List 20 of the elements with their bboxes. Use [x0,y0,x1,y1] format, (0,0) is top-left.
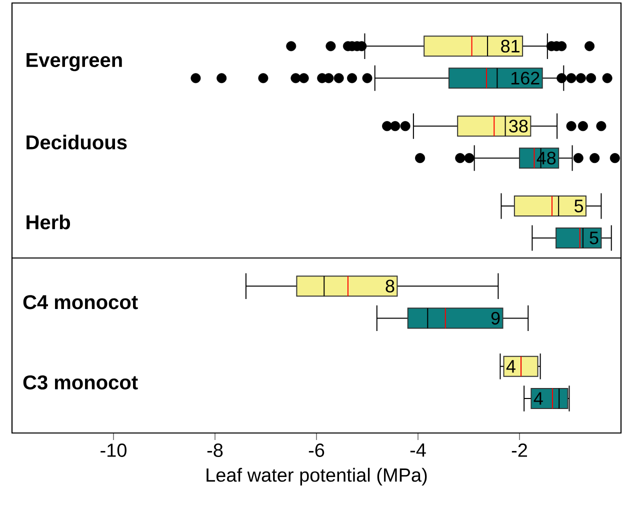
y-tick-label: C4 monocot [23,295,138,310]
x-tick-label: -6 [308,444,324,457]
x-tick-label: -8 [207,444,223,457]
text: 162 [511,72,540,85]
x-axis-title: Leaf water potential (MPa) [206,468,427,486]
text: 4 [534,392,543,405]
x-tick-label: -2 [512,444,527,457]
x-tick-label: -4 [410,444,426,457]
y-tick-label: C3 monocot [23,375,138,390]
y-tick-label: Evergreen [26,53,122,72]
text: 9 [491,312,500,325]
text: 5 [590,232,598,244]
y-tick-label: Herb [26,214,70,230]
y-tick-label: Deciduous [26,134,127,150]
text: 5 [574,200,584,212]
text: 81 [501,40,520,53]
text: 4 [506,360,516,373]
text: 38 [509,120,528,132]
text: 8 [386,280,394,292]
x-tick-label: -10 [100,444,126,457]
